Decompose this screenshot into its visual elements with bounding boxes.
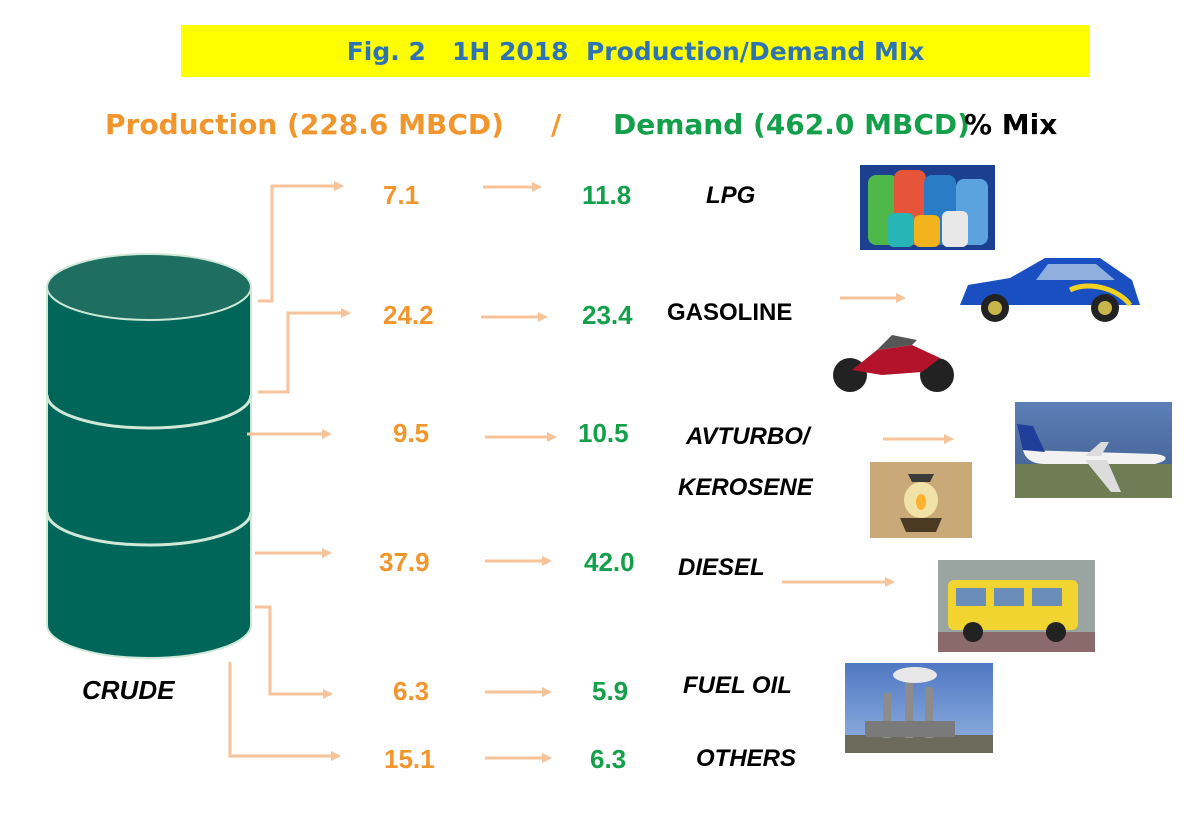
branch-arrow-gasoline bbox=[258, 308, 351, 394]
kerosene-lantern-image bbox=[870, 462, 972, 538]
mix-header: % Mix bbox=[964, 108, 1058, 141]
production-value-diesel: 37.9 bbox=[379, 547, 430, 577]
demand-value-diesel: 42.0 bbox=[584, 547, 635, 577]
production-value-fuel-oil: 6.3 bbox=[393, 676, 430, 706]
product-name-gasoline: GASOLINE bbox=[667, 299, 793, 326]
airplane-image bbox=[1015, 402, 1172, 498]
figure-title: Fig. 2 1H 2018 Production/Demand MIx bbox=[181, 25, 1090, 77]
demand-value-lpg: 11.8 bbox=[582, 180, 632, 210]
jeepney-image bbox=[938, 560, 1095, 652]
demand-value-fuel-oil: 5.9 bbox=[592, 676, 629, 706]
product-name-fuel-oil: FUEL OIL bbox=[683, 672, 792, 699]
product-name-lpg: LPG bbox=[706, 182, 756, 209]
crude-branch-arrows bbox=[228, 181, 351, 761]
crude-label: CRUDE bbox=[82, 675, 175, 705]
demand-value-others: 6.3 bbox=[590, 744, 627, 774]
product-name-kerosene: KEROSENE bbox=[678, 474, 813, 501]
branch-arrow-others bbox=[228, 662, 341, 761]
power-plant-image bbox=[845, 663, 993, 753]
demand-header: Demand (462.0 MBCD) bbox=[613, 108, 970, 141]
rally-car-image bbox=[950, 250, 1145, 330]
demand-value-avturbo: 10.5 bbox=[578, 418, 629, 448]
production-to-demand-arrows bbox=[481, 182, 557, 763]
production-value-gasoline: 24.2 bbox=[383, 300, 434, 330]
production-value-lpg: 7.1 bbox=[383, 180, 420, 210]
crude-barrel bbox=[45, 253, 253, 659]
branch-arrow-fuel-oil bbox=[255, 605, 333, 699]
branch-arrow-lpg bbox=[258, 181, 344, 303]
demand-value-gasoline: 23.4 bbox=[582, 300, 633, 330]
lpg-cylinders-image bbox=[860, 165, 995, 250]
product-name-avturbo: AVTURBO/ bbox=[686, 423, 810, 450]
product-name-others: OTHERS bbox=[696, 745, 797, 772]
product-name-diesel: DIESEL bbox=[678, 554, 765, 581]
header-slash: / bbox=[551, 108, 562, 141]
motorcycle-image bbox=[822, 330, 964, 395]
product-to-use-arrows bbox=[782, 293, 954, 587]
production-header: Production (228.6 MBCD) bbox=[105, 108, 504, 141]
production-value-others: 15.1 bbox=[384, 744, 435, 774]
production-value-avturbo: 9.5 bbox=[393, 418, 430, 448]
